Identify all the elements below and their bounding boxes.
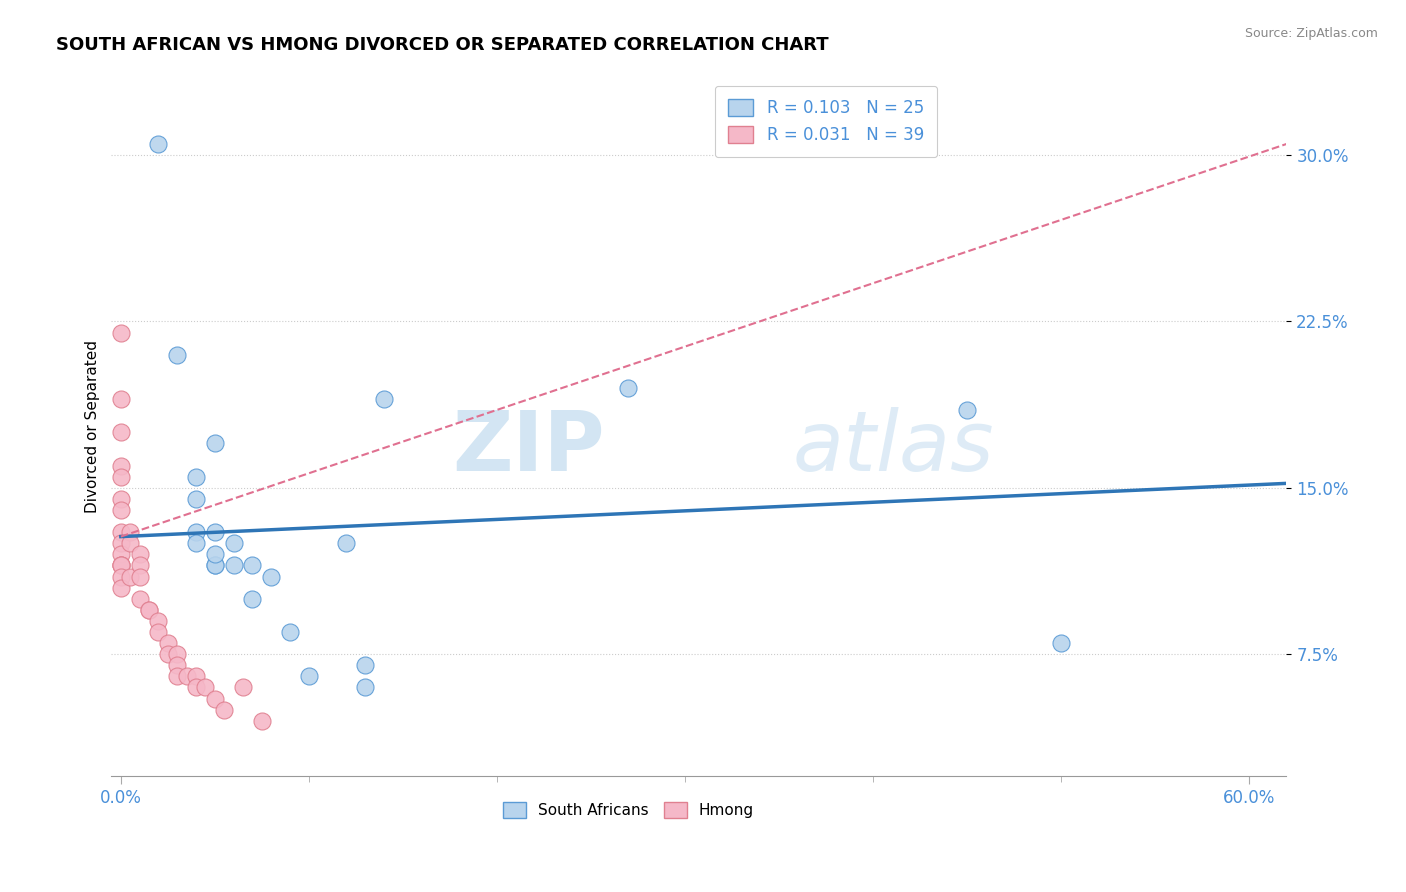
Point <box>110 581 132 595</box>
Point <box>110 569 132 583</box>
Point <box>298 669 321 683</box>
Text: Source: ZipAtlas.com: Source: ZipAtlas.com <box>1244 27 1378 40</box>
Point <box>110 425 132 440</box>
Point <box>110 558 132 573</box>
Point <box>110 503 132 517</box>
Point <box>184 525 207 540</box>
Text: atlas: atlas <box>793 408 994 488</box>
Point <box>110 558 132 573</box>
Point <box>110 326 132 340</box>
Point <box>354 681 377 695</box>
Point <box>110 458 132 473</box>
Point <box>204 547 226 561</box>
Point <box>110 525 132 540</box>
Point <box>373 392 395 406</box>
Point <box>138 603 160 617</box>
Point <box>156 647 179 661</box>
Point <box>166 658 188 673</box>
Point <box>110 536 132 550</box>
Y-axis label: Divorced or Separated: Divorced or Separated <box>86 341 100 513</box>
Point <box>222 558 245 573</box>
Point <box>110 392 132 406</box>
Point <box>156 636 179 650</box>
Point <box>956 403 979 417</box>
Point <box>148 625 170 640</box>
Point <box>128 547 150 561</box>
Point <box>204 558 226 573</box>
Point <box>184 669 207 683</box>
Point <box>232 681 254 695</box>
Point <box>250 714 273 728</box>
Point <box>184 681 207 695</box>
Point <box>128 558 150 573</box>
Point <box>110 491 132 506</box>
Point <box>204 558 226 573</box>
Point <box>148 136 170 151</box>
Point <box>204 691 226 706</box>
Point <box>184 536 207 550</box>
Point <box>242 558 264 573</box>
Point <box>120 536 142 550</box>
Text: ZIP: ZIP <box>453 408 605 488</box>
Point <box>204 436 226 450</box>
Point <box>166 669 188 683</box>
Point <box>335 536 357 550</box>
Legend: South Africans, Hmong: South Africans, Hmong <box>496 797 761 824</box>
Point <box>166 647 188 661</box>
Point <box>617 381 640 395</box>
Point <box>110 558 132 573</box>
Point <box>260 569 283 583</box>
Point <box>184 469 207 483</box>
Point <box>120 525 142 540</box>
Point <box>120 569 142 583</box>
Point <box>110 469 132 483</box>
Point <box>166 348 188 362</box>
Point <box>212 703 235 717</box>
Point <box>148 614 170 628</box>
Point <box>128 591 150 606</box>
Point <box>1050 636 1073 650</box>
Point <box>354 658 377 673</box>
Point <box>194 681 217 695</box>
Point <box>222 536 245 550</box>
Text: SOUTH AFRICAN VS HMONG DIVORCED OR SEPARATED CORRELATION CHART: SOUTH AFRICAN VS HMONG DIVORCED OR SEPAR… <box>56 36 830 54</box>
Point <box>242 591 264 606</box>
Point <box>278 625 301 640</box>
Point <box>138 603 160 617</box>
Point <box>184 491 207 506</box>
Point <box>176 669 198 683</box>
Point <box>110 547 132 561</box>
Point <box>204 525 226 540</box>
Point <box>128 569 150 583</box>
